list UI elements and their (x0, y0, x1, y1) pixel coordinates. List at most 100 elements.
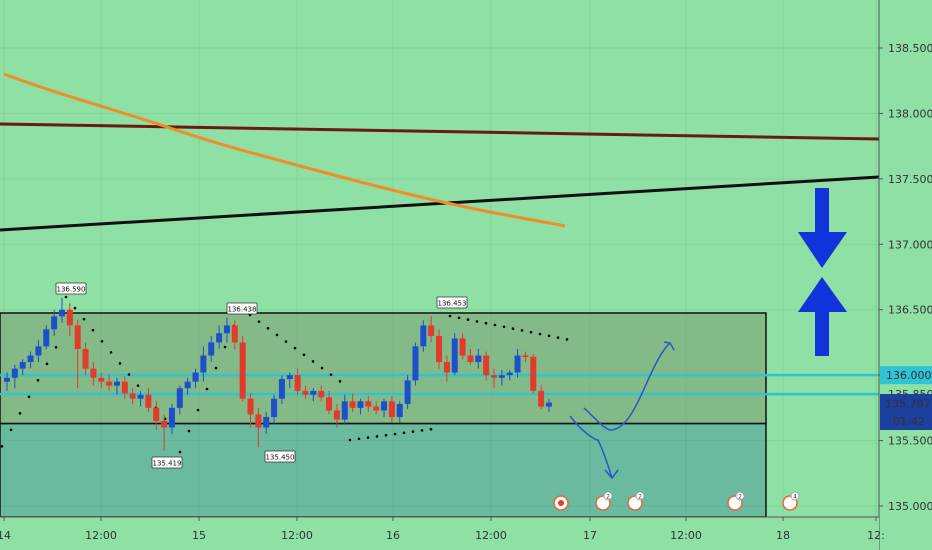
sar-dot-24 (223, 345, 227, 349)
event-badges[interactable]: 2 2 2 4 (553, 491, 800, 511)
hand-arrow-up (583, 342, 671, 431)
candle-body-10 (82, 348, 89, 369)
candle-body-6 (51, 316, 58, 330)
candle-body-53 (420, 325, 427, 347)
candle-body-19 (153, 407, 160, 421)
orange-moving-average (3, 72, 566, 228)
candle-body-1 (11, 368, 18, 378)
candle-body-51 (404, 380, 411, 404)
big-arrow-up (798, 277, 847, 356)
candle-body-37 (294, 375, 301, 391)
candle-body-67 (530, 356, 537, 391)
sar-dot-27 (257, 320, 261, 323)
candle-body-63 (498, 375, 505, 378)
hand-arrow-down (569, 415, 613, 479)
sar-dot-15 (136, 384, 140, 387)
candle-body-33 (263, 417, 270, 428)
annotation-label-1: 136.438 (228, 306, 257, 314)
sar-dot-10 (91, 328, 95, 332)
y-tick-label-2: 137.500 (888, 173, 932, 186)
candle-body-54 (428, 325, 435, 336)
candle-body-66 (522, 355, 529, 358)
candle-body-59 (467, 355, 474, 363)
sar-dot-53 (502, 325, 506, 329)
big-blue-arrows (798, 188, 847, 356)
price-axis-bg (879, 0, 932, 550)
annotation-box-4 (436, 296, 468, 309)
annotation-box-0 (55, 282, 87, 295)
annotation-label-0: 136.590 (57, 286, 86, 294)
time-axis-bg (0, 517, 879, 550)
sar-dot-33 (311, 360, 315, 363)
candle-body-42 (333, 410, 340, 420)
sar-dot-59 (556, 336, 560, 339)
sar-dot-49 (466, 318, 470, 321)
sar-dot-48 (457, 316, 461, 320)
sar-dot-41 (384, 433, 388, 437)
grid-lines (0, 0, 879, 517)
sar-dot-29 (275, 333, 279, 337)
candle-body-3 (27, 355, 34, 363)
sar-dot-19 (178, 450, 182, 454)
candle-body-56 (443, 362, 450, 373)
annotation-label-4: 136.453 (438, 300, 467, 308)
sar-dot-38 (357, 437, 361, 441)
candle-body-36 (286, 375, 293, 380)
sar-dot-44 (411, 430, 415, 433)
current-price-tag: 135.787 (885, 398, 931, 411)
candle-body-28 (223, 325, 230, 334)
sar-dot-28 (266, 326, 270, 330)
sar-dot-23 (214, 366, 218, 370)
candle-body-41 (326, 397, 333, 411)
annotation-box-2 (151, 456, 183, 469)
candle-body-35 (278, 379, 285, 399)
price-annotations: 136.590 136.438 135.419 135.450 136.453 (55, 282, 468, 469)
candle-body-5 (43, 329, 50, 347)
sar-dot-57 (538, 332, 542, 336)
y-tick-label-3: 137.000 (888, 238, 932, 251)
sar-dot-45 (420, 429, 424, 432)
candle-body-45 (357, 401, 364, 408)
candlestick-series (4, 297, 552, 452)
sar-dot-22 (205, 387, 209, 391)
candle-body-21 (168, 407, 175, 428)
sar-dot-58 (547, 334, 551, 338)
x-tick-label-1: 12:00 (85, 529, 117, 542)
candle-body-4 (35, 346, 42, 356)
x-tick-label-4: 16 (386, 529, 400, 542)
candle-body-12 (98, 377, 105, 382)
y-tick-label-0: 138.500 (888, 42, 932, 55)
x-tick-label-2: 15 (192, 529, 206, 542)
candle-body-20 (161, 420, 168, 428)
candle-body-69 (545, 402, 552, 407)
sar-dot-37 (348, 438, 352, 442)
event-badge-count-1: 2 (638, 494, 642, 501)
sar-dot-55 (520, 329, 524, 332)
event-badge-count-bg-0 (603, 491, 613, 501)
x-tick-label-6: 17 (583, 529, 597, 542)
candle-body-55 (436, 335, 443, 363)
sar-dot-56 (529, 330, 533, 334)
x-tick-label-0: 14 (0, 529, 11, 542)
sar-dot-5 (45, 362, 49, 366)
sar-dot-3 (27, 395, 31, 399)
sar-dot-2 (18, 412, 22, 415)
y-tick-label-7: 135.000 (888, 500, 932, 513)
sar-dot-21 (196, 408, 200, 412)
candle-body-40 (318, 390, 325, 398)
candle-body-30 (239, 342, 246, 399)
sar-dot-14 (127, 373, 131, 376)
sar-dot-51 (484, 321, 488, 325)
candle-body-62 (491, 375, 498, 378)
candle-body-13 (106, 381, 113, 386)
event-badge-count-bg-1 (635, 491, 645, 501)
candle-body-24 (192, 372, 199, 382)
candle-body-25 (200, 355, 207, 373)
trend-lines (0, 72, 880, 396)
price-label-136-bg (880, 366, 932, 385)
candle-body-9 (74, 325, 81, 349)
candle-body-26 (208, 342, 215, 356)
candle-body-38 (302, 390, 309, 395)
